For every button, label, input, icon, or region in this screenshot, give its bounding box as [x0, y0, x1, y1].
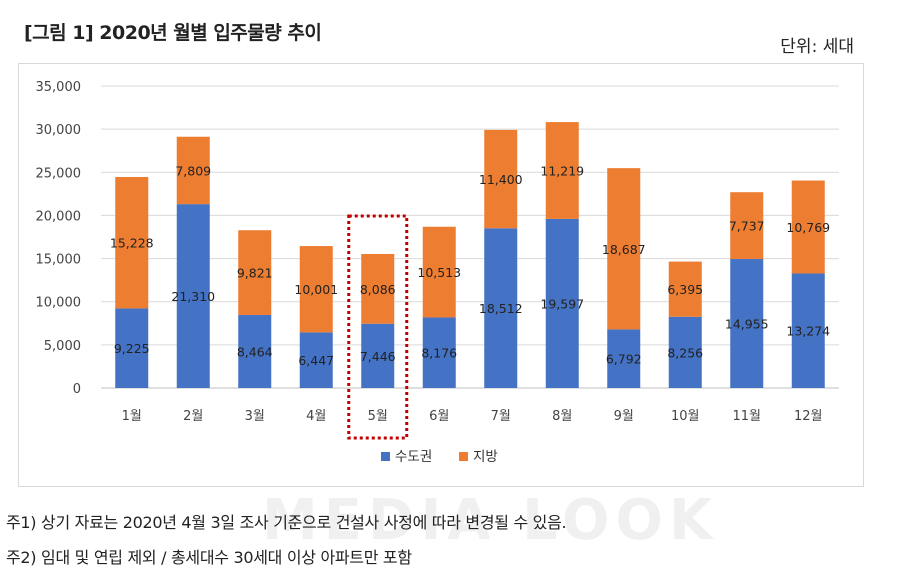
- bar-segment-capital: [730, 258, 764, 388]
- y-tick-label: 15,000: [36, 253, 82, 268]
- chart-area: 0 5,000 10,000 15,000 20,000 25,000 30,000 35,0…: [18, 63, 864, 487]
- data-label: 7,737: [729, 219, 765, 234]
- bar-segment-region: [176, 136, 210, 205]
- data-label: 18,687: [602, 242, 646, 257]
- data-label: 11,400: [479, 172, 523, 187]
- x-tick-label: 8월: [552, 409, 572, 424]
- bar-segment-capital: [484, 228, 518, 388]
- footnote-2: 주2) 임대 및 연립 제외 / 총세대수 30세대 이상 아파트만 포함: [6, 548, 412, 567]
- bar-segment-region: [791, 180, 825, 274]
- bar-segment-capital: [299, 332, 333, 388]
- bar-segment-capital: [668, 316, 702, 388]
- bar-segment-region: [730, 192, 764, 259]
- bar-segment-capital: [238, 314, 272, 388]
- bar-segment-capital: [422, 317, 456, 388]
- data-label: 13,274: [786, 324, 830, 339]
- x-tick-label: 9월: [614, 409, 634, 424]
- legend-swatch: [381, 452, 390, 461]
- data-label: 6,792: [606, 352, 642, 367]
- data-label: 9,821: [237, 266, 273, 281]
- y-tick-label: 30,000: [36, 123, 82, 138]
- x-tick-label: 12월: [794, 409, 823, 424]
- x-tick-label: 6월: [429, 409, 449, 424]
- data-label: 6,447: [298, 353, 334, 368]
- data-label: 15,228: [110, 236, 154, 251]
- bar-segment-region: [607, 168, 641, 330]
- y-tick-label: 10,000: [36, 296, 82, 311]
- highlight-box: [347, 214, 409, 440]
- bar-segment-capital: [176, 204, 210, 388]
- watermark: MEDIA LOOK: [262, 488, 719, 553]
- bar-segment-region: [668, 261, 702, 317]
- y-tick-label: 5,000: [44, 339, 81, 354]
- bar-segment-region: [238, 230, 272, 315]
- data-label: 7,446: [360, 349, 396, 364]
- x-tick-label: 5월: [368, 409, 388, 424]
- y-tick-label: 0: [73, 382, 81, 397]
- x-tick-label: 3월: [245, 409, 265, 424]
- unit-label: 단위: 세대: [780, 37, 854, 57]
- footnote-1: 주1) 상기 자료는 2020년 4월 3일 조사 기준으로 건설사 사정에 따…: [6, 513, 567, 532]
- data-label: 19,597: [540, 296, 584, 311]
- data-label: 14,955: [725, 316, 769, 331]
- x-tick-label: 4월: [306, 409, 326, 424]
- bar-segment-region: [422, 226, 456, 318]
- legend-label: 수도권: [395, 449, 432, 465]
- bar-segment-capital: [607, 329, 641, 388]
- y-tick-label: 25,000: [36, 166, 82, 181]
- data-label: 10,001: [294, 282, 338, 297]
- bar-segment-region: [545, 122, 579, 219]
- data-label: 10,513: [417, 265, 461, 280]
- x-tick-label: 2월: [183, 409, 203, 424]
- chart-title: [그림 1] 2020년 월별 입주물량 추이: [24, 22, 322, 44]
- bar-segment-capital: [115, 308, 149, 388]
- y-tick-label: 20,000: [36, 209, 82, 224]
- data-label: 18,512: [479, 301, 523, 316]
- bar-segment-region: [361, 253, 395, 324]
- bar-segment-region: [484, 129, 518, 229]
- bar-segment-region: [115, 177, 149, 309]
- data-label: 8,086: [360, 282, 396, 297]
- x-tick-label: 10월: [671, 409, 700, 424]
- bar-segment-capital: [361, 323, 395, 388]
- x-tick-label: 11월: [732, 409, 761, 424]
- legend-swatch: [459, 452, 468, 461]
- data-label: 21,310: [171, 289, 215, 304]
- data-label: 8,256: [667, 345, 703, 360]
- y-tick-label: 35,000: [36, 80, 82, 95]
- data-label: 10,769: [786, 220, 830, 235]
- bar-segment-capital: [791, 273, 825, 388]
- data-label: 8,176: [421, 346, 457, 361]
- data-label: 9,225: [114, 341, 150, 356]
- legend-label: 지방: [473, 449, 498, 465]
- bar-segment-region: [299, 246, 333, 333]
- data-label: 6,395: [667, 282, 703, 297]
- bar-segment-capital: [545, 218, 579, 388]
- data-label: 8,464: [237, 344, 273, 359]
- x-tick-label: 1월: [122, 409, 142, 424]
- x-tick-label: 7월: [491, 409, 511, 424]
- stacked-bar-chart: 0 5,000 10,000 15,000 20,000 25,000 30,000 35,0…: [36, 80, 839, 465]
- data-label: 7,809: [175, 163, 211, 178]
- data-label: 11,219: [540, 164, 584, 179]
